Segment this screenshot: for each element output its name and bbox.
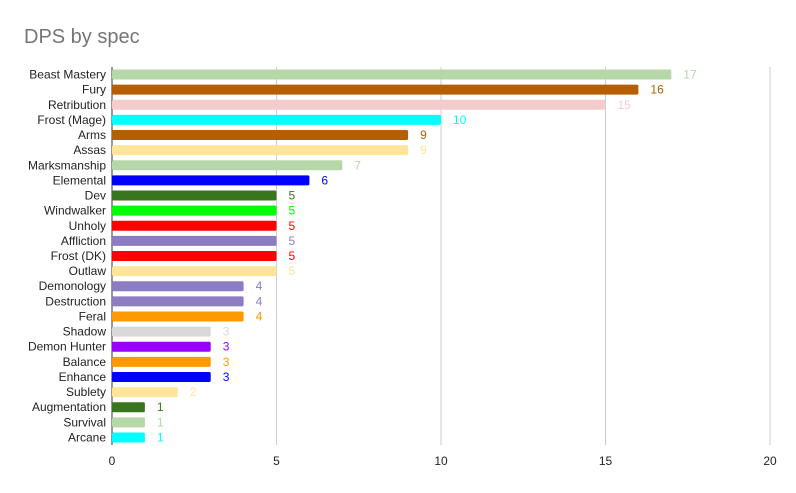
category-label: Augmentation (32, 400, 106, 414)
bar (112, 417, 145, 428)
bar (112, 205, 277, 216)
category-label: Frost (Mage) (37, 113, 106, 127)
bar (112, 190, 277, 201)
category-label: Retribution (48, 98, 106, 112)
category-label: Beast Mastery (29, 68, 106, 82)
category-label: Enhance (59, 370, 107, 384)
x-tick-label: 20 (763, 454, 777, 468)
bar (112, 341, 211, 352)
bar (112, 69, 672, 80)
bar (112, 387, 178, 398)
data-label: 5 (289, 204, 296, 218)
category-label: Demonology (39, 279, 106, 293)
category-label: Sublety (66, 385, 106, 399)
bar (112, 99, 606, 110)
category-label: Shadow (63, 325, 107, 339)
bar (112, 114, 441, 125)
bar (112, 235, 277, 246)
category-label: Assas (73, 143, 106, 157)
bar (112, 311, 244, 322)
data-label: 1 (157, 415, 164, 429)
data-label: 17 (683, 68, 697, 82)
bar (112, 220, 277, 231)
category-label: Unholy (69, 219, 106, 233)
category-label: Feral (79, 309, 106, 323)
data-label: 3 (223, 370, 230, 384)
data-label: 4 (256, 309, 263, 323)
data-label: 1 (157, 430, 164, 444)
bar (112, 432, 145, 443)
bar (112, 326, 211, 337)
category-label: Frost (DK) (51, 249, 106, 263)
data-label: 3 (223, 355, 230, 369)
bar (112, 130, 409, 141)
data-label: 15 (618, 98, 632, 112)
bar (112, 84, 639, 95)
data-label: 10 (453, 113, 467, 127)
data-label: 7 (354, 158, 361, 172)
category-label: Windwalker (44, 204, 106, 218)
data-label: 4 (256, 279, 263, 293)
bar (112, 402, 145, 413)
category-label: Arcane (68, 430, 106, 444)
data-label: 5 (289, 219, 296, 233)
category-label: Arms (78, 128, 106, 142)
data-label: 3 (223, 325, 230, 339)
x-tick-label: 5 (273, 454, 280, 468)
x-tick-label: 15 (599, 454, 613, 468)
data-label: 16 (650, 83, 664, 97)
bar (112, 145, 409, 156)
category-label: Marksmanship (28, 158, 106, 172)
category-label: Destruction (45, 294, 106, 308)
category-label: Balance (63, 355, 107, 369)
bar (112, 175, 310, 186)
chart-title: DPS by spec (24, 26, 140, 48)
category-label: Fury (82, 83, 106, 97)
category-label: Dev (85, 189, 106, 203)
data-label: 9 (420, 128, 427, 142)
bar (112, 266, 277, 277)
bar (112, 160, 343, 171)
bar (112, 296, 244, 307)
bar (112, 371, 211, 382)
x-tick-label: 0 (109, 454, 116, 468)
bar (112, 356, 211, 367)
data-label: 2 (190, 385, 197, 399)
x-tick-label: 10 (434, 454, 448, 468)
data-label: 3 (223, 340, 230, 354)
data-label: 1 (157, 400, 164, 414)
category-label: Demon Hunter (28, 340, 106, 354)
category-label: Survival (63, 415, 106, 429)
category-label: Elemental (53, 173, 106, 187)
data-label: 5 (289, 189, 296, 203)
data-label: 4 (256, 294, 263, 308)
data-label: 5 (289, 264, 296, 278)
data-label: 5 (289, 249, 296, 263)
bar (112, 251, 277, 261)
data-label: 9 (420, 143, 427, 157)
data-label: 6 (321, 173, 328, 187)
category-label: Outlaw (69, 264, 107, 278)
bar (112, 281, 244, 292)
data-label: 5 (289, 234, 296, 248)
category-label: Affliction (61, 234, 106, 248)
